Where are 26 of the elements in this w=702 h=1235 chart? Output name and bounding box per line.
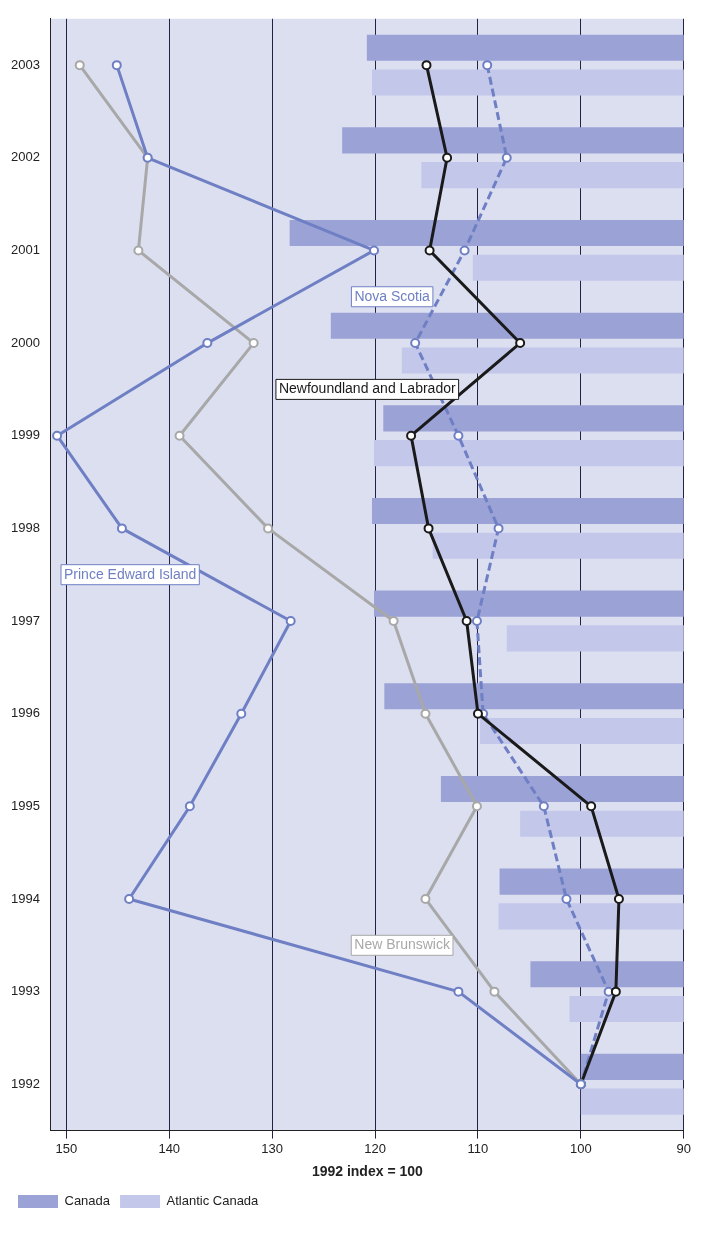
y-tick-label: 1993 — [11, 983, 40, 999]
y-tick-label: 1996 — [11, 705, 40, 721]
x-tick-label: 110 — [467, 1140, 489, 1156]
legend-label: Atlantic Canada — [166, 1193, 260, 1209]
y-tick-label: 1999 — [11, 427, 40, 443]
x-tick-label: 90 — [676, 1140, 691, 1156]
x-tick-label: 130 — [261, 1140, 284, 1156]
x-tick-label: 150 — [55, 1140, 78, 1156]
y-tick-label: 2000 — [11, 334, 40, 350]
series-label: Prince Edward Island — [64, 565, 197, 582]
y-tick-label: 1994 — [11, 890, 40, 906]
legend-label: Canada — [64, 1193, 111, 1209]
series-label: Newfoundland and Labrador — [278, 380, 456, 397]
x-tick-label: 140 — [158, 1140, 181, 1156]
y-tick-label: 2003 — [11, 56, 40, 72]
x-axis-title: 1992 index = 100 — [311, 1163, 424, 1180]
y-tick-label: 1992 — [11, 1075, 40, 1091]
series-label: New Brunswick — [354, 936, 451, 953]
x-tick-label: 120 — [364, 1140, 386, 1156]
y-tick-label: 1995 — [11, 797, 40, 813]
y-tick-label: 1998 — [11, 519, 40, 535]
y-tick-label: 1997 — [11, 612, 40, 628]
x-tick-label: 100 — [570, 1140, 592, 1156]
y-tick-label: 2001 — [11, 242, 40, 257]
series-label: Nova Scotia — [354, 287, 431, 304]
y-tick-label: 2002 — [11, 149, 40, 165]
